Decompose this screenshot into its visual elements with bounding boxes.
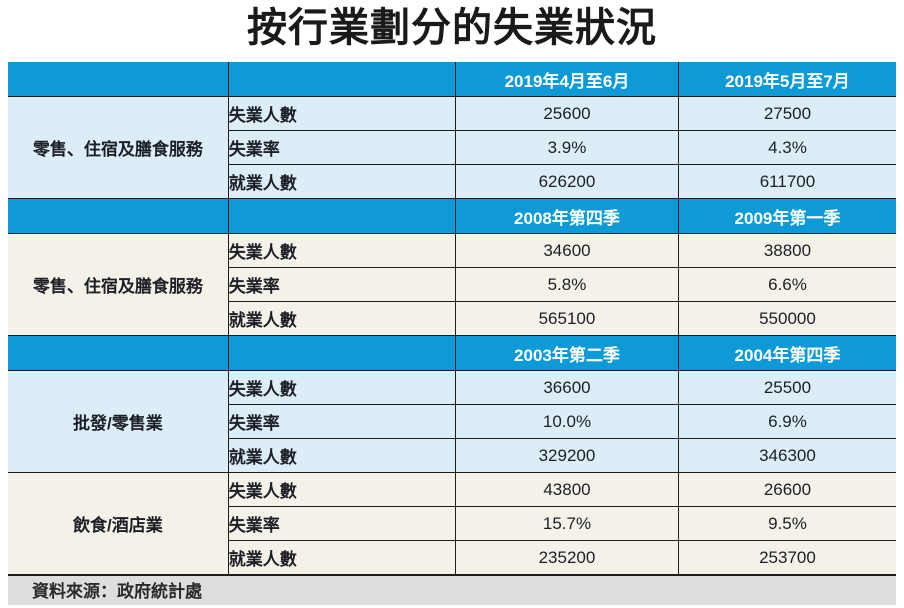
value-cell: 34600 bbox=[455, 233, 679, 268]
table-row: 失業率 15.7% 9.5% bbox=[8, 506, 897, 541]
table-row: 失業率 3.9% 4.3% bbox=[8, 130, 897, 165]
value-cell: 27500 bbox=[677, 96, 897, 131]
period-header-row-2008: 2008年第四季 2009年第一季 bbox=[7, 198, 897, 234]
metric-label: 失業人數 bbox=[227, 472, 457, 507]
metric-label: 失業率 bbox=[227, 506, 457, 541]
period-header-cell: 2003年第二季 bbox=[455, 335, 679, 371]
value-cell: 25500 bbox=[677, 370, 897, 405]
industry-label: 批發/零售業 bbox=[7, 370, 229, 473]
industry-label: 零售、住宿及膳食服務 bbox=[7, 96, 229, 199]
value-cell: 253700 bbox=[677, 540, 897, 575]
value-cell: 43800 bbox=[455, 472, 679, 507]
value-cell: 5.8% bbox=[455, 267, 679, 302]
metric-label: 失業率 bbox=[227, 404, 457, 439]
period-header-blank-cell bbox=[7, 61, 229, 97]
source-text: 資料來源：政府統計處 bbox=[32, 582, 202, 601]
industry-label: 零售、住宿及膳食服務 bbox=[7, 233, 229, 336]
metric-label: 失業人數 bbox=[227, 370, 457, 405]
table-row: 批發/零售業 失業人數 36600 25500 bbox=[7, 370, 897, 473]
value-cell: 36600 bbox=[455, 370, 679, 405]
metric-label: 就業人數 bbox=[227, 540, 457, 575]
page-title: 按行業劃分的失業狀況 bbox=[247, 6, 657, 50]
metric-label: 失業率 bbox=[227, 267, 457, 302]
period-header-blank-cell bbox=[7, 335, 229, 371]
value-cell: 235200 bbox=[455, 540, 679, 575]
period-header-row-2003: 2003年第二季 2004年第四季 bbox=[7, 335, 897, 371]
unemployment-table: 2019年4月至6月 2019年5月至7月 零售、住宿及膳食服務 失業人數 25… bbox=[7, 61, 897, 575]
value-cell: 6.9% bbox=[677, 404, 897, 439]
value-cell: 329200 bbox=[455, 438, 679, 473]
period-header-cell: 2004年第四季 bbox=[677, 335, 897, 371]
source-note: 資料來源：政府統計處 bbox=[8, 574, 896, 605]
table-row: 就業人數 565100 550000 bbox=[8, 301, 897, 336]
value-cell: 25600 bbox=[455, 96, 679, 131]
value-cell: 38800 bbox=[677, 233, 897, 268]
value-cell: 565100 bbox=[455, 301, 679, 336]
period-header-cell: 2019年5月至7月 bbox=[677, 61, 897, 97]
value-cell: 611700 bbox=[677, 164, 897, 199]
period-header-blank-cell bbox=[227, 335, 457, 371]
metric-label: 失業人數 bbox=[227, 233, 457, 268]
value-cell: 26600 bbox=[677, 472, 897, 507]
table-row: 就業人數 235200 253700 bbox=[8, 540, 897, 575]
table-wrap: 2019年4月至6月 2019年5月至7月 零售、住宿及膳食服務 失業人數 25… bbox=[7, 61, 897, 575]
period-header-cell: 2009年第一季 bbox=[677, 198, 897, 234]
value-cell: 550000 bbox=[677, 301, 897, 336]
period-header-blank-cell bbox=[227, 61, 457, 97]
industry-label: 飲食/酒店業 bbox=[7, 472, 229, 575]
value-cell: 15.7% bbox=[455, 506, 679, 541]
table-row: 零售、住宿及膳食服務 失業人數 34600 38800 bbox=[7, 233, 897, 336]
table-row: 失業率 5.8% 6.6% bbox=[8, 267, 897, 302]
metric-label: 就業人數 bbox=[227, 164, 457, 199]
metric-label: 失業人數 bbox=[227, 96, 457, 131]
metric-label: 就業人數 bbox=[227, 438, 457, 473]
value-cell: 4.3% bbox=[677, 130, 897, 165]
table-row: 零售、住宿及膳食服務 失業人數 25600 27500 bbox=[7, 96, 897, 199]
period-header-cell: 2008年第四季 bbox=[455, 198, 679, 234]
metric-label: 失業率 bbox=[227, 130, 457, 165]
value-cell: 346300 bbox=[677, 438, 897, 473]
value-cell: 626200 bbox=[455, 164, 679, 199]
table-row: 就業人數 626200 611700 bbox=[8, 164, 897, 199]
table-row: 失業率 10.0% 6.9% bbox=[8, 404, 897, 439]
value-cell: 6.6% bbox=[677, 267, 897, 302]
metric-label: 就業人數 bbox=[227, 301, 457, 336]
period-header-cell: 2019年4月至6月 bbox=[455, 61, 679, 97]
value-cell: 3.9% bbox=[455, 130, 679, 165]
value-cell: 9.5% bbox=[677, 506, 897, 541]
period-header-blank-cell bbox=[7, 198, 229, 234]
table-row: 飲食/酒店業 失業人數 43800 26600 bbox=[7, 472, 897, 575]
period-header-blank-cell bbox=[227, 198, 457, 234]
period-header-row-2019: 2019年4月至6月 2019年5月至7月 bbox=[7, 61, 897, 97]
value-cell: 10.0% bbox=[455, 404, 679, 439]
